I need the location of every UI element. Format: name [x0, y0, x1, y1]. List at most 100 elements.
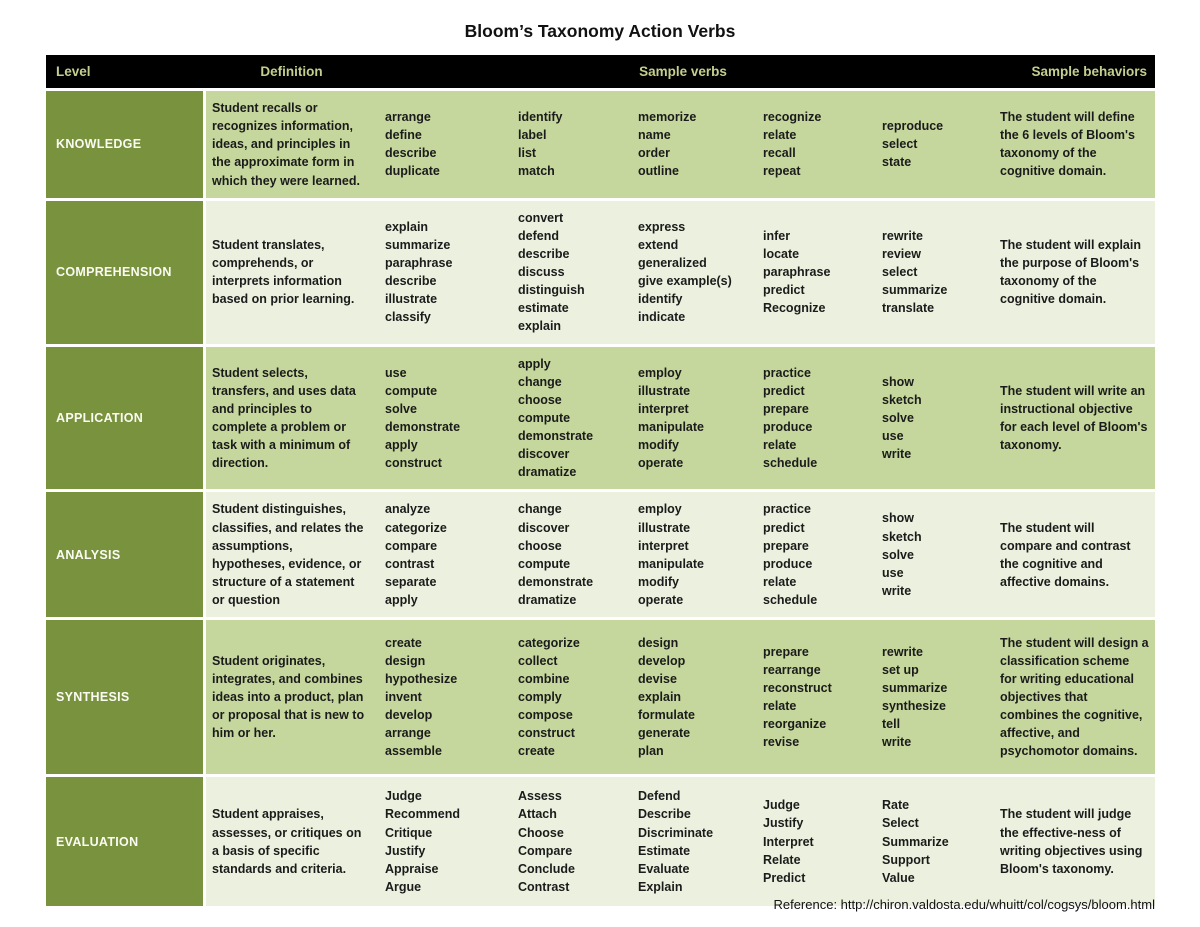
- header-sample-behaviors: Sample behaviors: [1031, 64, 1147, 79]
- definition-text: Student recalls or recognizes informatio…: [212, 101, 360, 188]
- verb-list: create design hypothesize invent develop…: [385, 635, 458, 759]
- verb-column-3: employ illustrate interpret manipulate m…: [630, 492, 755, 617]
- behavior-cell: The student will design a classification…: [989, 620, 1155, 774]
- verb-list: rewrite set up summarize synthesize tell…: [882, 644, 948, 750]
- verb-column-4: prepare rearrange reconstruct relate reo…: [755, 620, 874, 774]
- behavior-cell: The student will compare and contrast th…: [989, 492, 1155, 617]
- verb-list: employ illustrate interpret manipulate m…: [638, 502, 704, 607]
- level-label: EVALUATION: [56, 834, 139, 849]
- behavior-text: The student will define the 6 levels of …: [1000, 110, 1135, 179]
- verb-column-3: design develop devise explain formulate …: [630, 620, 755, 774]
- behavior-cell: The student will write an instructional …: [989, 347, 1155, 490]
- behavior-cell: The student will explain the purpose of …: [989, 201, 1155, 344]
- verb-list: practice predict prepare produce relate …: [763, 502, 818, 607]
- verb-column-3: Defend Describe Discriminate Estimate Ev…: [630, 777, 755, 906]
- header-sample-verbs: Sample verbs: [639, 64, 727, 79]
- verb-column-5: Rate Select Summarize Support Value: [874, 777, 989, 906]
- verb-list: categorize collect combine comply compos…: [518, 635, 580, 759]
- verb-list: Rate Select Summarize Support Value: [882, 798, 949, 885]
- table-row-knowledge: KNOWLEDGE Student recalls or recognizes …: [46, 88, 1155, 198]
- definition-text: Student originates, integrates, and comb…: [212, 653, 365, 741]
- verb-column-3: employ illustrate interpret manipulate m…: [630, 347, 755, 490]
- level-label: APPLICATION: [56, 410, 144, 425]
- behavior-text: The student will write an instructional …: [1000, 383, 1148, 453]
- verb-column-2: apply change choose compute demonstrate …: [510, 347, 630, 490]
- verb-list: apply change choose compute demonstrate …: [518, 356, 594, 480]
- level-cell-application: APPLICATION: [46, 346, 206, 490]
- verb-column-5: reproduce select state: [874, 91, 989, 198]
- definition-cell: Student distinguishes, classifies, and r…: [206, 492, 377, 617]
- level-label: SYNTHESIS: [56, 690, 130, 705]
- level-cell-analysis: ANALYSIS: [46, 492, 206, 618]
- verb-column-5: rewrite set up summarize synthesize tell…: [874, 620, 989, 774]
- verb-column-2: Assess Attach Choose Compare Conclude Co…: [510, 777, 630, 906]
- verb-column-1: create design hypothesize invent develop…: [377, 620, 510, 774]
- verb-list: analyze categorize compare contrast sepa…: [385, 502, 447, 607]
- verb-column-1: explain summarize paraphrase describe il…: [377, 201, 510, 344]
- verb-column-5: rewrite review select summarize translat…: [874, 201, 989, 344]
- verb-column-1: Judge Recommend Critique Justify Apprais…: [377, 777, 510, 906]
- verb-column-2: change discover choose compute demonstra…: [510, 492, 630, 617]
- level-label: KNOWLEDGE: [56, 137, 142, 152]
- header-level: Level: [56, 64, 91, 79]
- verb-column-2: identify label list match: [510, 91, 630, 198]
- verb-list: express extend generalized give example(…: [638, 219, 732, 325]
- definition-cell: Student appraises, assesses, or critique…: [206, 777, 377, 906]
- behavior-cell: The student will define the 6 levels of …: [989, 91, 1155, 198]
- level-cell-knowledge: KNOWLEDGE: [46, 91, 206, 198]
- verb-column-4: infer locate paraphrase predict Recogniz…: [755, 201, 874, 344]
- definition-text: Student selects, transfers, and uses dat…: [212, 365, 356, 471]
- definition-cell: Student selects, transfers, and uses dat…: [206, 347, 377, 490]
- definition-cell: Student translates, comprehends, or inte…: [206, 201, 377, 344]
- verb-column-1: use compute solve demonstrate apply cons…: [377, 347, 510, 490]
- verb-list: show sketch solve use write: [882, 374, 922, 462]
- verb-list: rewrite review select summarize translat…: [882, 228, 948, 316]
- verb-list: Assess Attach Choose Compare Conclude Co…: [518, 789, 575, 894]
- reference-text: Reference: http://chiron.valdosta.edu/wh…: [773, 897, 1155, 912]
- level-cell-comprehension: COMPREHENSION: [46, 200, 206, 344]
- verb-list: design develop devise explain formulate …: [638, 635, 695, 759]
- verb-column-4: practice predict prepare produce relate …: [755, 492, 874, 617]
- verb-list: arrange define describe duplicate: [385, 110, 440, 179]
- behavior-text: The student will design a classification…: [1000, 635, 1149, 759]
- verb-list: infer locate paraphrase predict Recogniz…: [763, 228, 831, 316]
- table-header-row: Level Definition Sample verbs Sample beh…: [46, 55, 1155, 88]
- behavior-text: The student will explain the purpose of …: [1000, 237, 1141, 307]
- behavior-text: The student will compare and contrast th…: [1000, 520, 1131, 589]
- level-cell-synthesis: SYNTHESIS: [46, 620, 206, 775]
- verb-list: memorize name order outline: [638, 110, 697, 179]
- table-row-application: APPLICATION Student selects, transfers, …: [46, 343, 1155, 490]
- definition-text: Student appraises, assesses, or critique…: [212, 807, 362, 876]
- verb-column-1: analyze categorize compare contrast sepa…: [377, 492, 510, 617]
- definition-cell: Student originates, integrates, and comb…: [206, 620, 377, 774]
- behavior-cell: The student will judge the effective-nes…: [989, 777, 1155, 906]
- verb-column-4: practice predict prepare produce relate …: [755, 347, 874, 490]
- definition-text: Student distinguishes, classifies, and r…: [212, 502, 364, 607]
- definition-text: Student translates, comprehends, or inte…: [212, 237, 355, 307]
- table-row-synthesis: SYNTHESIS Student originates, integrates…: [46, 617, 1155, 775]
- verb-list: use compute solve demonstrate apply cons…: [385, 365, 461, 471]
- verb-column-3: memorize name order outline: [630, 91, 755, 198]
- table-row-analysis: ANALYSIS Student distinguishes, classifi…: [46, 489, 1155, 618]
- verb-column-2: convert defend describe discuss distingu…: [510, 201, 630, 344]
- verb-column-2: categorize collect combine comply compos…: [510, 620, 630, 774]
- verb-list: Judge Recommend Critique Justify Apprais…: [385, 789, 461, 894]
- taxonomy-table: Level Definition Sample verbs Sample beh…: [46, 55, 1155, 907]
- verb-list: employ illustrate interpret manipulate m…: [638, 365, 704, 471]
- page-title: Bloom’s Taxonomy Action Verbs: [464, 21, 736, 41]
- behavior-text: The student will judge the effective-nes…: [1000, 807, 1143, 876]
- verb-list: show sketch solve use write: [882, 511, 922, 598]
- verb-list: identify label list match: [518, 110, 563, 179]
- table-row-evaluation: EVALUATION Student appraises, assesses, …: [46, 774, 1155, 907]
- verb-list: Judge Justify Interpret Relate Predict: [763, 798, 814, 885]
- table-row-comprehension: COMPREHENSION Student translates, compre…: [46, 197, 1155, 344]
- verb-column-4: recognize relate recall repeat: [755, 91, 874, 198]
- verb-list: prepare rearrange reconstruct relate reo…: [763, 644, 832, 750]
- verb-list: convert defend describe discuss distingu…: [518, 210, 585, 334]
- verb-column-5: show sketch solve use write: [874, 492, 989, 617]
- verb-list: practice predict prepare produce relate …: [763, 365, 818, 471]
- verb-list: recognize relate recall repeat: [763, 110, 822, 179]
- verb-column-1: arrange define describe duplicate: [377, 91, 510, 198]
- definition-cell: Student recalls or recognizes informatio…: [206, 91, 377, 198]
